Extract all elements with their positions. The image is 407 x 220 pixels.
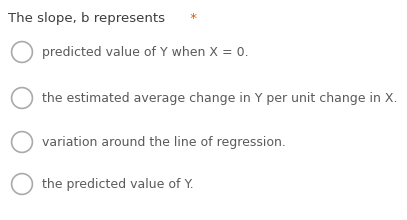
Text: variation around the line of regression.: variation around the line of regression. xyxy=(42,136,286,149)
Text: the estimated average change in Y per unit change in X.: the estimated average change in Y per un… xyxy=(42,92,398,104)
Text: *: * xyxy=(186,12,197,25)
Text: the predicted value of Y.: the predicted value of Y. xyxy=(42,178,194,191)
Text: predicted value of Y when X = 0.: predicted value of Y when X = 0. xyxy=(42,46,249,59)
Text: The slope, b represents: The slope, b represents xyxy=(8,12,165,25)
